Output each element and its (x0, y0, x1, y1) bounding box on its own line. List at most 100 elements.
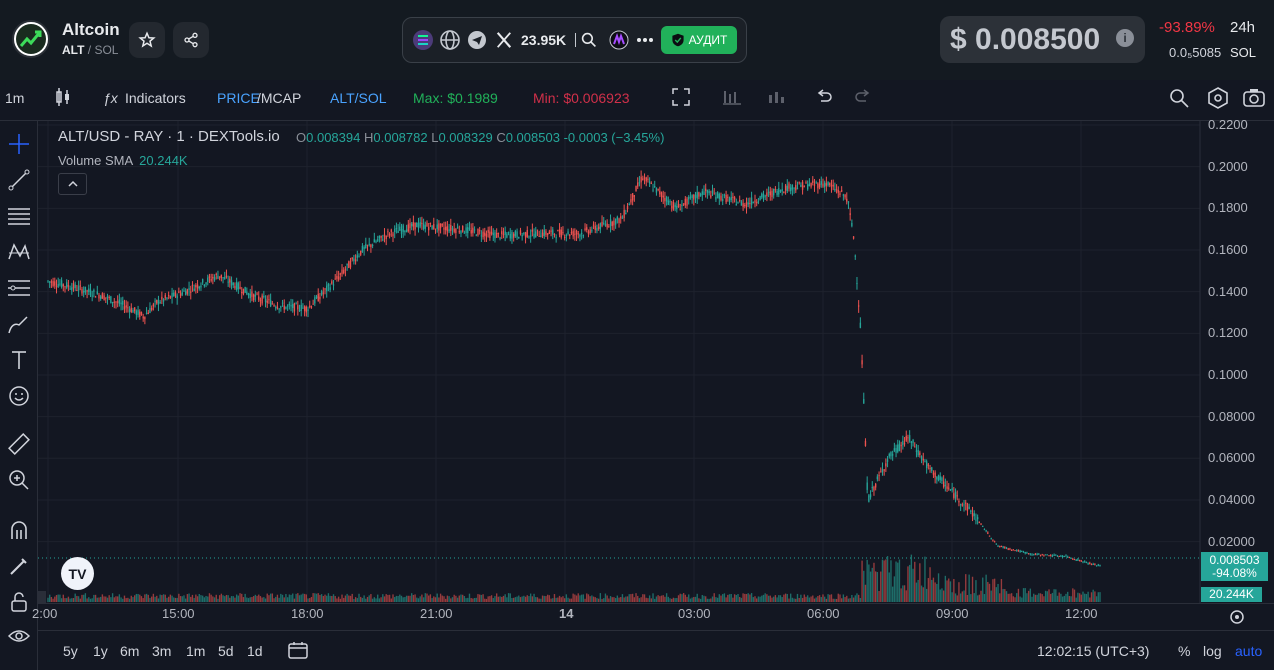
candle-body (55, 285, 58, 287)
clock[interactable]: 12:02:15 (UTC+3) (1037, 643, 1150, 659)
candle-body (631, 193, 634, 201)
candle-body (400, 229, 403, 234)
price-chart[interactable] (38, 121, 1274, 613)
emoji-icon[interactable] (6, 383, 32, 409)
interval-selector[interactable]: 1m (5, 90, 25, 106)
website-icon[interactable] (440, 30, 460, 50)
ruler-icon[interactable] (6, 431, 32, 457)
eye-icon[interactable] (6, 623, 32, 649)
more-icon[interactable] (635, 30, 655, 50)
candle-body (767, 191, 770, 193)
volume-bar (407, 595, 409, 602)
candle-body (161, 296, 163, 300)
volume-bar (1070, 596, 1072, 602)
telegram-icon[interactable] (467, 30, 487, 50)
calendar-icon[interactable] (288, 641, 308, 662)
search-icon[interactable] (579, 30, 599, 50)
candle-body (919, 452, 921, 456)
candle-body (584, 228, 586, 231)
candle-type-icon[interactable] (55, 88, 71, 109)
share-button[interactable] (173, 22, 209, 58)
pencil-lock-icon[interactable] (6, 553, 32, 579)
change-period[interactable]: 24h (1230, 19, 1256, 36)
trend-line-icon[interactable] (6, 167, 32, 193)
volume-bar (332, 594, 335, 602)
fx-icon[interactable]: ƒx (103, 90, 118, 106)
range-3m[interactable]: 3m (152, 643, 172, 659)
zoom-in-icon[interactable] (6, 467, 32, 493)
range-1m[interactable]: 1m (186, 643, 206, 659)
fib-icon[interactable] (6, 275, 32, 301)
candle-body (394, 229, 396, 232)
favorite-button[interactable] (129, 22, 165, 58)
magic-search-icon[interactable] (1168, 87, 1190, 112)
text-icon[interactable] (6, 347, 32, 373)
candle-body (150, 307, 153, 310)
candle-body (309, 305, 311, 307)
candle-body (1029, 553, 1031, 555)
indicators-button[interactable]: Indicators (125, 90, 186, 106)
chart-canvas[interactable] (38, 121, 1274, 613)
auto-toggle[interactable]: auto (1235, 643, 1263, 659)
bars-icon[interactable] (767, 89, 787, 108)
log-toggle[interactable]: log (1203, 643, 1222, 659)
candle-body (657, 188, 659, 190)
volume-bar (818, 595, 821, 602)
volume-bar (89, 598, 92, 602)
range-5d[interactable]: 5d (218, 643, 234, 659)
undo-icon[interactable] (815, 89, 833, 108)
candle-body (188, 288, 190, 291)
pattern-icon[interactable] (6, 239, 32, 265)
volume-bar (1016, 593, 1018, 602)
tradingview-logo[interactable]: TV (61, 557, 94, 590)
fullscreen-icon[interactable] (672, 88, 690, 109)
redo-icon[interactable] (854, 89, 872, 108)
candle-body (441, 224, 443, 226)
horizontal-lines-icon[interactable] (6, 203, 32, 229)
candle-body (200, 285, 202, 288)
candle-body (113, 301, 115, 303)
candle-body (184, 291, 187, 296)
pair-toggle[interactable]: ALT/SOL (330, 90, 387, 106)
candle-body (492, 233, 494, 235)
solana-icon[interactable] (413, 30, 433, 50)
candle-body (375, 241, 377, 243)
trades-icon[interactable] (722, 89, 742, 108)
range-6m[interactable]: 6m (120, 643, 140, 659)
volume-bar (688, 594, 690, 602)
range-1y[interactable]: 1y (93, 643, 108, 659)
camera-icon[interactable] (1243, 88, 1265, 111)
settings-icon[interactable] (1207, 87, 1229, 112)
volume-bar (485, 598, 488, 602)
range-5y[interactable]: 5y (63, 643, 78, 659)
volume-bar (764, 593, 766, 602)
candle-body (715, 196, 717, 200)
candle-body (951, 488, 953, 491)
brush-icon[interactable] (6, 311, 32, 337)
mcap-toggle[interactable]: /MCAP (257, 90, 302, 106)
volume-bar (533, 593, 535, 602)
candle-body (298, 310, 301, 312)
lock-icon[interactable] (6, 589, 32, 615)
collapse-legend-button[interactable] (58, 173, 87, 195)
crosshair-icon[interactable] (6, 131, 32, 157)
candle-body (555, 237, 557, 239)
volume-bar (72, 598, 75, 602)
last-price-percent: -94.08% (1212, 566, 1257, 580)
candle-body (1022, 551, 1025, 553)
dex-icon[interactable] (609, 30, 629, 50)
audit-button[interactable]: АУДИТ (661, 26, 737, 54)
range-1d[interactable]: 1d (247, 643, 263, 659)
time-axis[interactable] (38, 603, 1274, 630)
price-toggle[interactable]: PRICE (217, 90, 260, 106)
magnet-icon[interactable] (6, 517, 32, 543)
info-icon[interactable]: i (1116, 29, 1134, 47)
volume-bar (895, 561, 897, 602)
percent-toggle[interactable]: % (1178, 643, 1191, 659)
volume-bar (377, 594, 379, 602)
candle-body (487, 229, 489, 233)
x-twitter-icon[interactable] (494, 30, 514, 50)
axis-settings-icon[interactable] (1229, 609, 1245, 630)
candle-body (144, 316, 146, 320)
volume-bar (750, 593, 753, 602)
